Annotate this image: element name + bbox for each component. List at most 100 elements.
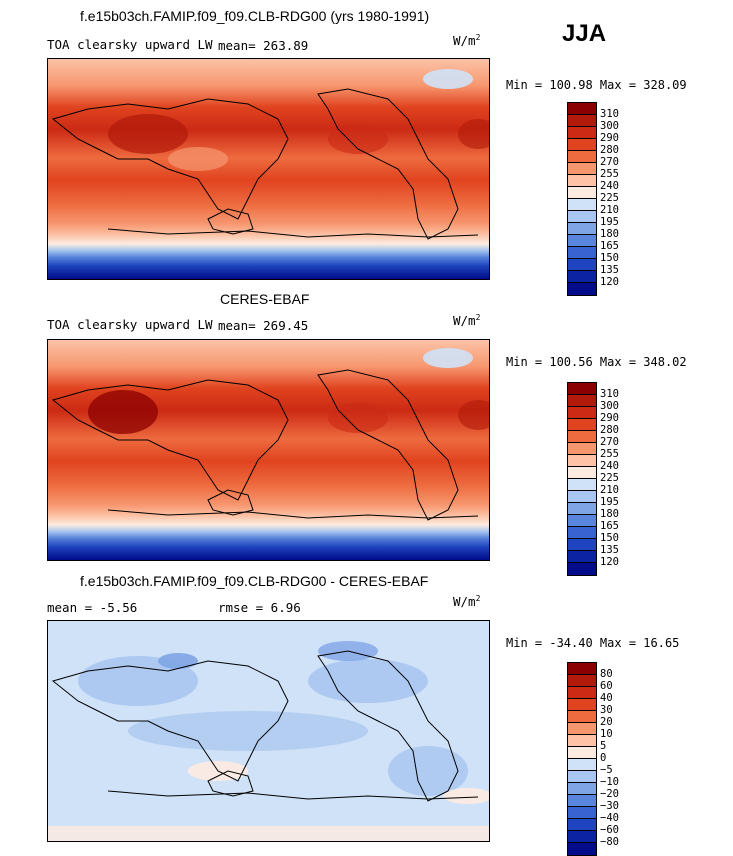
panel2-minmax: Min = 100.56 Max = 348.02 (506, 355, 687, 369)
panel3-colorbar-tick-4: 20 (600, 716, 613, 728)
panel2-colorbar-segment-11 (568, 515, 596, 527)
panel3-colorbar-tick-10: −20 (600, 788, 619, 800)
panel1-colorbar-tick-14: 120 (600, 276, 619, 288)
panel2-colorbar-segment-10 (568, 503, 596, 515)
panel1-colorbar-segment-14 (568, 271, 596, 283)
panel2-variable: TOA clearsky upward LW (47, 317, 213, 332)
panel3-colorbar-tick-1: 60 (600, 680, 613, 692)
panel3-colorbar-tick-12: −40 (600, 812, 619, 824)
panel2-colorbar-tick-10: 180 (600, 508, 619, 520)
panel1-colorbar-segment-0 (568, 103, 596, 115)
panel1-colorbar-tick-10: 180 (600, 228, 619, 240)
panel2-colorbar-tick-11: 165 (600, 520, 619, 532)
panel2-colorbar-segment-14 (568, 551, 596, 563)
panel2-colorbar-tick-0: 310 (600, 388, 619, 400)
panel1-colorbar-tick-13: 135 (600, 264, 619, 276)
panel3-colorbar-tick-3: 30 (600, 704, 613, 716)
panel3-map-svg (48, 621, 489, 841)
panel1-colorbar-tick-5: 255 (600, 168, 619, 180)
panel1-colorbar-tick-3: 280 (600, 144, 619, 156)
panel2-title: CERES-EBAF (220, 291, 310, 307)
panel1-colorbar-segment-4 (568, 151, 596, 163)
panel2-colorbar-segment-15 (568, 563, 596, 575)
panel3-colorbar-segment-0 (568, 663, 596, 675)
panel2-colorbar-tick-5: 255 (600, 448, 619, 460)
panel2-colorbar-segment-1 (568, 395, 596, 407)
panel2-colorbar-tick-3: 280 (600, 424, 619, 436)
panel2-colorbar-segment-4 (568, 431, 596, 443)
panel2-colorbar-tick-9: 195 (600, 496, 619, 508)
panel1-map-svg (48, 59, 489, 279)
panel3-colorbar-ticks: 80 60 40 30 20 10 5 0 −5 −10 −20 −30 −40 −60 −80 (600, 668, 619, 848)
panel2-colorbar-tick-4: 270 (600, 436, 619, 448)
panel2-colorbar-tick-6: 240 (600, 460, 619, 472)
panel1-colorbar-tick-8: 210 (600, 204, 619, 216)
panel2-colorbar-tick-8: 210 (600, 484, 619, 496)
panel1-colorbar-segment-6 (568, 175, 596, 187)
panel1-colorbar-segment-11 (568, 235, 596, 247)
panel2-colorbar-segment-6 (568, 455, 596, 467)
panel3-colorbar-segment-7 (568, 747, 596, 759)
panel1-colorbar-tick-2: 290 (600, 132, 619, 144)
panel2-colorbar-tick-12: 150 (600, 532, 619, 544)
panel3-colorbar-segment-6 (568, 735, 596, 747)
panel1-colorbar-tick-11: 165 (600, 240, 619, 252)
panel1-colorbar-segment-5 (568, 163, 596, 175)
panel3-colorbar-tick-8: −5 (600, 764, 613, 776)
panel3-map (47, 620, 490, 842)
panel1-map (47, 58, 490, 280)
panel2-colorbar-tick-7: 225 (600, 472, 619, 484)
panel2-mean: mean= 269.45 (218, 318, 309, 333)
panel1-colorbar-segment-15 (568, 283, 596, 295)
panel1-colorbar-tick-1: 300 (600, 120, 619, 132)
panel3-colorbar-segment-15 (568, 843, 596, 855)
panel1-colorbar-tick-6: 240 (600, 180, 619, 192)
panel1-colorbar-segment-3 (568, 139, 596, 151)
panel2-map-svg (48, 340, 489, 560)
panel1-colorbar-segment-13 (568, 259, 596, 271)
panel1-colorbar-segment-10 (568, 223, 596, 235)
panel2-colorbar-segment-13 (568, 539, 596, 551)
panel3-colorbar-segment-5 (568, 723, 596, 735)
panel1-colorbar-tick-0: 310 (600, 108, 619, 120)
panel3-colorbar-segment-10 (568, 783, 596, 795)
panel1-colorbar-tick-7: 225 (600, 192, 619, 204)
panel1-colorbar-segment-8 (568, 199, 596, 211)
panel3-colorbar-segment-11 (568, 795, 596, 807)
panel3-mean: mean = -5.56 (47, 600, 138, 615)
season-label: JJA (562, 20, 607, 47)
panel1-colorbar-segment-7 (568, 187, 596, 199)
panel1-colorbar-segment-1 (568, 115, 596, 127)
panel3-colorbar (567, 662, 597, 856)
panel1-colorbar-tick-12: 150 (600, 252, 619, 264)
panel1-units: W/m2 (453, 33, 481, 49)
panel2-colorbar-tick-1: 300 (600, 400, 619, 412)
panel2-colorbar-tick-2: 290 (600, 412, 619, 424)
panel1-mean: mean= 263.89 (218, 38, 309, 53)
panel1-title: f.e15b03ch.FAMIP.f09_f09.CLB-RDG00 (yrs … (80, 8, 430, 24)
panel2-colorbar-segment-0 (568, 383, 596, 395)
panel3-colorbar-segment-3 (568, 699, 596, 711)
panel2-colorbar-ticks: 310 300 290 280 270 255 240 225 210 195 180 165 150 1… (600, 388, 619, 568)
panel3-colorbar-segment-13 (568, 819, 596, 831)
panel1-colorbar-tick-4: 270 (600, 156, 619, 168)
panel2-map (47, 339, 490, 561)
panel3-colorbar-segment-2 (568, 687, 596, 699)
panel2-colorbar-segment-9 (568, 491, 596, 503)
panel1-colorbar-ticks: 310 300 290 280 270 255 240 225 210 195 180 165 150 1… (600, 108, 619, 288)
panel2-colorbar (567, 382, 597, 576)
panel2-colorbar-segment-3 (568, 419, 596, 431)
panel3-colorbar-tick-6: 5 (600, 740, 607, 752)
panel1-variable: TOA clearsky upward LW (47, 37, 213, 52)
panel3-colorbar-tick-5: 10 (600, 728, 613, 740)
panel2-units: W/m2 (453, 313, 481, 329)
panel1-colorbar (567, 102, 597, 296)
panel3-colorbar-tick-0: 80 (600, 668, 613, 680)
panel3-colorbar-segment-14 (568, 831, 596, 843)
panel2-colorbar-segment-12 (568, 527, 596, 539)
panel1-colorbar-segment-2 (568, 127, 596, 139)
panel2-colorbar-tick-13: 135 (600, 544, 619, 556)
panel2-colorbar-segment-8 (568, 479, 596, 491)
panel3-title: f.e15b03ch.FAMIP.f09_f09.CLB-RDG00 - CER… (80, 573, 429, 589)
panel3-rmse: rmse = 6.96 (218, 600, 301, 615)
